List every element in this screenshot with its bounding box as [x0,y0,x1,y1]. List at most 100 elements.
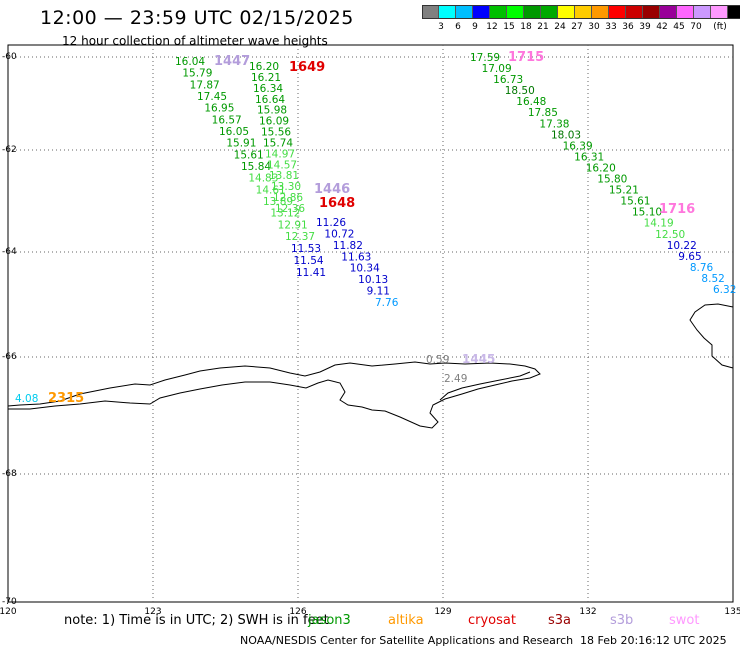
colorbar-tick-label: 15 [503,22,515,32]
track-1649-value: 16.34 [253,83,283,95]
colorbar-tick-label: 21 [537,22,549,32]
track-1648-value: 10.72 [324,228,354,240]
track-1447-value: 12.37 [285,231,315,243]
track-1715-value: 17.09 [482,63,512,75]
pass-label-1447: 1447 [214,54,250,69]
map-frame [7,44,734,603]
legend-s3b: s3b [610,613,634,628]
track-1649-value: 15.56 [261,127,291,139]
track-1715-value: 16.39 [563,140,593,152]
track-1447-value: 16.04 [175,56,205,68]
track-1649-value: 14.57 [267,159,297,171]
colorbar-tick-label: 24 [554,22,566,32]
coastline-ice-shelf [439,371,531,401]
track-1447-value: 16.57 [212,114,242,126]
track-1715-value: 17.59 [470,52,500,64]
track-1447-value: 13.12 [270,208,300,220]
colorbar-swatch [592,5,609,19]
track-1649-value: 16.21 [251,72,281,84]
lat-label: -70 [2,597,17,607]
track-1445-value: 2.49 [444,373,467,385]
track-1715-value: 12.50 [655,229,685,241]
track-1446-value: 11.41 [296,267,326,279]
track-1447-value: 12.91 [278,219,308,231]
colorbar-swatch [473,5,490,19]
track-1445-value: 0.59 [426,354,449,366]
colorbar-tick-label: 45 [673,22,685,32]
lon-label: 120 [0,607,17,617]
colorbar-tick-label: 42 [656,22,668,32]
lat-label: -66 [2,352,17,362]
colorbar-tick-label: 18 [520,22,532,32]
track-1447-value: 16.95 [204,103,234,115]
legend-altika: altika [388,613,424,628]
pass-label-1716: 1716 [659,202,695,217]
colorbar-tick-label: 33 [605,22,617,32]
track-1446-value: 11.54 [294,255,324,267]
pass-label-2315: 2315 [48,391,84,406]
track-1648-value: 11.63 [341,251,371,263]
track-1447-value: 16.05 [219,126,249,138]
track-1447-value: 15.84 [241,161,271,173]
track-1649-value: 16.09 [259,116,289,128]
track-1447-value: 13.89 [263,196,293,208]
track-1715-value: 16.31 [574,151,604,163]
lat-label: -64 [2,247,17,257]
track-1715-value: 14.19 [644,218,674,230]
coastline-east [689,303,734,369]
generated-timestamp: 18 Feb 20:16:12 UTC 2025 [580,634,727,647]
track-1715-value: 18.50 [505,85,535,97]
track-1447-value: 15.61 [234,149,264,161]
colorbar-swatch [541,5,558,19]
map-title: 12:00 — 23:59 UTC 02/15/2025 [40,7,354,29]
colorbar-tick-label: 3 [438,22,444,32]
colorbar-tick-label: 39 [639,22,651,32]
legend-jason3: jason3 [308,613,351,628]
colorbar-swatch [711,5,728,19]
track-1715-value: 16.48 [516,96,546,108]
track-1648-value: 7.76 [375,297,399,309]
colorbar-swatch [507,5,524,19]
pass-label-1715: 1715 [508,50,544,65]
pass-label-1446: 1446 [314,182,350,197]
colorbar-swatch [575,5,592,19]
colorbar-swatch [660,5,677,19]
pass-label-1649: 1649 [289,60,325,75]
legend-cryosat: cryosat [468,613,516,628]
track-1715-value: 16.73 [493,74,523,86]
colorbar-swatch [728,5,740,19]
track-1715-value: 9.65 [678,251,701,263]
colorbar-swatch [456,5,473,19]
lon-label: 132 [579,607,596,617]
track-1649-value: 16.20 [249,61,279,73]
colorbar-swatch [609,5,626,19]
track-1715-value: 15.10 [632,207,662,219]
track-1715-value: 15.61 [620,196,650,208]
colorbar-swatch [490,5,507,19]
track-1649-value: 15.74 [263,137,293,149]
colorbar-swatch [439,5,456,19]
lon-label: 126 [289,607,306,617]
track-1649-value: 13.81 [269,170,299,182]
lon-label: 123 [144,607,161,617]
colorbar-tick-label: 36 [622,22,634,32]
lat-label: -60 [2,52,17,62]
track-1649-value: 14.97 [265,148,295,160]
colorbar-tick-label: 27 [571,22,583,32]
colorbar-tick-label: 70 [690,22,702,32]
pass-label-1445: 1445 [462,352,495,366]
track-1715-value: 16.20 [586,162,616,174]
footnote: note: 1) Time is in UTC; 2) SWH is in fe… [64,613,329,628]
track-1447-value: 15.91 [226,138,256,150]
colorbar-unit: (ft) [713,22,727,32]
track-1447-value: 14.61 [256,184,286,196]
track-1649-value: 12.36 [275,203,305,215]
lat-label: -68 [2,469,17,479]
track-1648-value: 9.11 [367,286,390,298]
track-1447-value: 17.45 [197,91,227,103]
lon-label: 129 [434,607,451,617]
track-1447-value: 14.83 [248,173,278,185]
track-1649-value: 13.30 [271,181,301,193]
track-1715-value: 18.03 [551,129,581,141]
